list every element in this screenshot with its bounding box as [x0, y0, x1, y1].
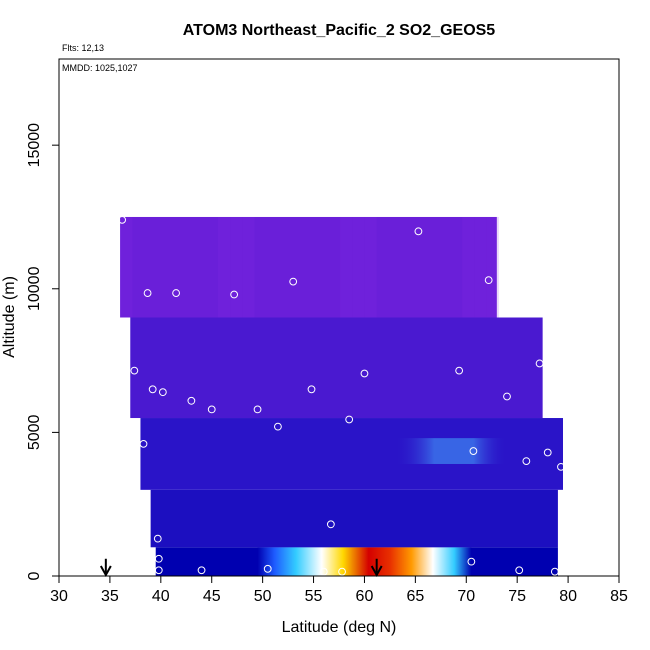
flight-point — [253, 405, 262, 414]
heat-band-2 — [150, 489, 558, 548]
x-tick-label: 80 — [559, 588, 577, 605]
flight-point — [118, 215, 127, 224]
y-tick-label: 15000 — [26, 123, 43, 168]
heat-texture — [217, 216, 231, 318]
heat-band-4 — [130, 317, 543, 419]
flight-point — [469, 447, 478, 455]
heat-band-5 — [120, 216, 497, 318]
arrow-marker — [370, 558, 383, 578]
arrow-head — [99, 565, 112, 578]
flight-point — [360, 369, 369, 378]
x-tick-label: 40 — [152, 588, 170, 605]
flight-point — [307, 385, 316, 394]
y-tick-label: 0 — [26, 571, 43, 580]
y-axis: 0 5000 10000 15000 — [26, 123, 59, 580]
heat-texture — [352, 216, 365, 318]
flight-point — [274, 422, 282, 431]
flight-point — [207, 405, 216, 414]
y-axis-label: Altitude (m) — [1, 276, 18, 358]
plot-frame — [58, 58, 620, 577]
flight-point — [345, 415, 354, 424]
x-tick-label: 75 — [508, 588, 526, 605]
flight-point — [557, 462, 565, 471]
flight-point — [414, 227, 423, 236]
flight-point — [503, 392, 511, 401]
x-tick-label: 30 — [50, 588, 68, 605]
x-tick-label: 60 — [356, 588, 374, 605]
heat-texture — [364, 216, 377, 318]
flight-point — [153, 534, 162, 543]
y-tick-label: 5000 — [26, 414, 43, 450]
arrow-head — [370, 565, 383, 578]
x-tick-label: 55 — [305, 588, 323, 605]
dates-label: MMDD: 1025,1027 — [62, 63, 138, 73]
flight-point — [154, 566, 163, 575]
flight-point — [197, 566, 206, 575]
x-tick-label: 45 — [203, 588, 221, 605]
flight-point — [154, 554, 163, 563]
flight-point — [172, 289, 180, 297]
heat-texture — [340, 216, 353, 318]
flight-point — [467, 557, 476, 566]
x-tick-label: 65 — [406, 588, 424, 605]
flight-point — [455, 366, 464, 375]
heat-highlight — [395, 438, 507, 464]
x-axis: 30 35 40 45 50 55 60 65 70 75 80 85 — [50, 576, 628, 605]
flight-point — [522, 457, 531, 466]
flight-point — [515, 566, 524, 575]
flight-point — [230, 290, 239, 299]
y-tick-label: 10000 — [26, 266, 43, 311]
flight-point — [319, 567, 328, 576]
flight-point — [158, 388, 167, 397]
flight-point — [263, 564, 272, 573]
chart-title: ATOM3 Northeast_Pacific_2 SO2_GEOS5 — [183, 22, 496, 39]
heat-texture — [120, 216, 133, 318]
x-tick-label: 35 — [101, 588, 119, 605]
flight-point — [543, 448, 552, 457]
arrow-marker — [99, 558, 112, 578]
heat-texture — [230, 216, 243, 318]
flight-point — [326, 520, 335, 529]
flight-point — [143, 289, 152, 297]
flight-point — [550, 567, 559, 576]
flight-point — [289, 277, 298, 286]
flight-point — [187, 396, 196, 405]
flight-point — [130, 366, 139, 375]
flights-label: Flts: 12,13 — [62, 43, 104, 53]
x-tick-label: 85 — [610, 588, 628, 605]
heat-texture — [486, 216, 499, 318]
flight-point — [535, 359, 544, 368]
x-axis-label: Latitude (deg N) — [282, 619, 397, 636]
heat-hotspot — [257, 547, 472, 576]
heat-texture — [242, 216, 255, 318]
x-tick-label: 50 — [254, 588, 272, 605]
plot-area — [99, 215, 565, 578]
flight-point — [139, 439, 148, 448]
flight-point — [484, 276, 493, 285]
flight-point — [148, 385, 157, 394]
flight-point — [338, 567, 346, 576]
heat-texture — [462, 216, 475, 318]
x-tick-label: 70 — [457, 588, 475, 605]
heat-texture — [474, 216, 487, 318]
